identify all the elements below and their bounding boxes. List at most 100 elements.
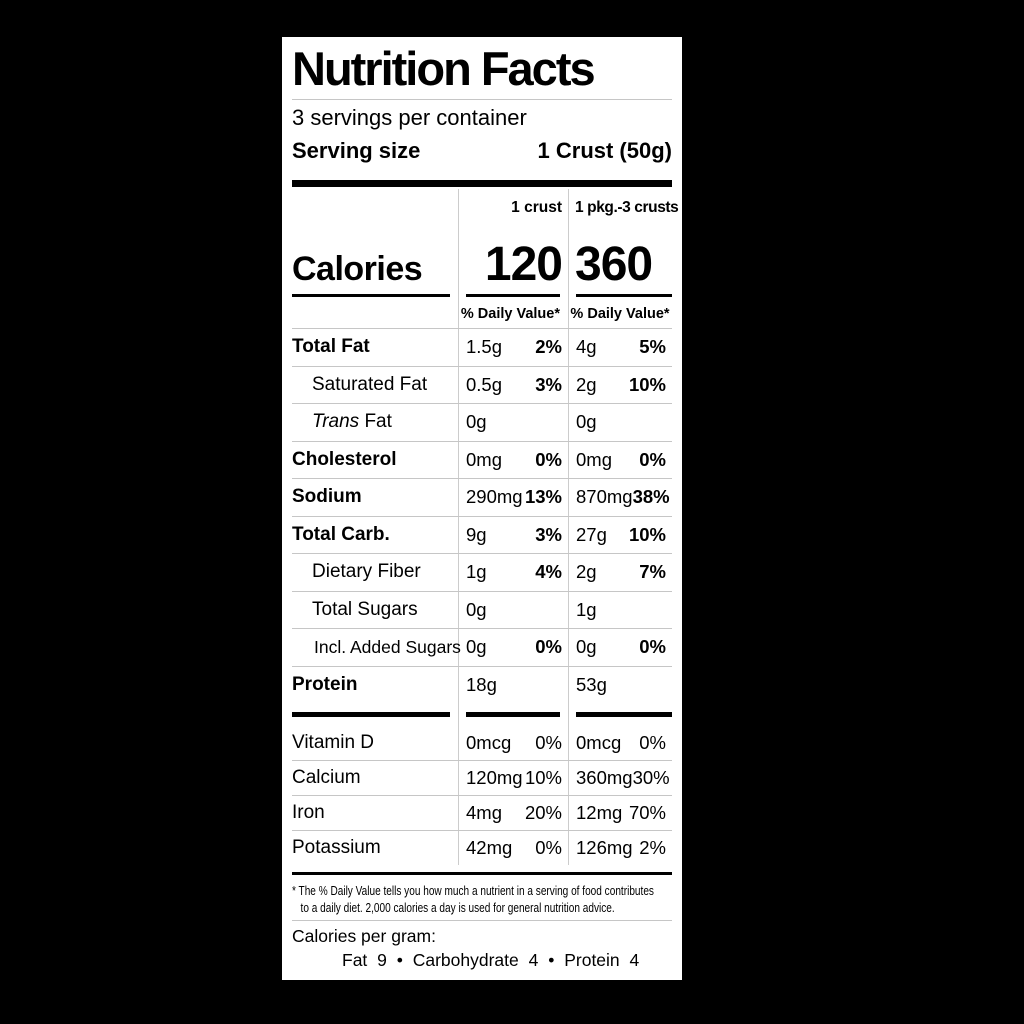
amount-per-package: 27g (576, 523, 607, 545)
daily-value-header-row: % Daily Value* % Daily Value* (292, 297, 672, 329)
dv-per-package: 2% (639, 837, 666, 858)
dv-per-crust: 13% (524, 486, 562, 508)
dv-per-package: 10% (628, 373, 666, 395)
dv-per-package: 30% (632, 767, 670, 788)
servings-per-container: 3 servings per container (292, 105, 527, 130)
footnote-divider-bar (292, 872, 672, 875)
footnote-line-1: * The % Daily Value tells you how much a… (292, 883, 654, 898)
column-header-per-crust: 1 crust (511, 199, 562, 216)
dv-per-package: 38% (632, 486, 670, 508)
label-title: Nutrition Facts (292, 41, 672, 100)
vitamin-name: Iron (292, 802, 325, 823)
dv-per-crust: 10% (524, 767, 562, 788)
daily-value-footnote: * The % Daily Value tells you how much a… (292, 882, 672, 916)
amount-per-package: 870mg (576, 486, 633, 508)
vitamin-name: Vitamin D (292, 732, 375, 753)
dv-per-crust: 2% (535, 336, 562, 358)
dv-per-package: 10% (628, 523, 666, 545)
amount-per-crust: 290mg (466, 486, 523, 508)
dv-per-package: 0% (639, 636, 666, 658)
nutrient-row-total-fat: Total Fat 1.5g 2% 4g 5% (292, 329, 672, 367)
dv-per-crust: 0% (535, 837, 562, 858)
calories-per-package: 360 (575, 238, 653, 291)
section-divider-bar (292, 180, 672, 187)
nutrient-name: Total Fat (292, 336, 370, 358)
daily-value-header-col1: % Daily Value* (460, 306, 560, 322)
amount-per-crust: 1g (466, 561, 487, 583)
nutrient-row-saturated-fat: Saturated Fat 0.5g 3% 2g 10% (292, 367, 672, 404)
amount-per-crust: 9g (466, 523, 487, 545)
nutrient-row-trans-fat: Trans Fat 0g 0g (292, 404, 672, 442)
nutrient-name: Sodium (292, 486, 362, 508)
nutrient-row-total-carb: Total Carb. 9g 3% 27g 10% (292, 517, 672, 554)
column-header-per-package: 1 pkg.-3 crusts (575, 199, 679, 216)
column-divider-2 (567, 189, 569, 865)
calories-per-gram-values: Fat 9 • Carbohydrate 4 • Protein 4 (342, 950, 640, 970)
daily-value-header-col2: % Daily Value* (570, 306, 670, 322)
nutrition-table: 1 crust 1 pkg.-3 crusts Calories 120 360… (292, 187, 679, 865)
calories-row: Calories 120 360 (292, 219, 672, 289)
nutrient-name: Trans Fat (312, 411, 392, 433)
nutrient-row-protein: Protein 18g 53g (292, 667, 672, 704)
dv-per-crust: 3% (535, 523, 562, 545)
serving-size-label: Serving size (292, 138, 421, 163)
serving-size-value: 1 Crust (50g) (537, 138, 672, 163)
amount-per-crust: 120mg (466, 767, 523, 788)
dv-per-crust: 20% (524, 802, 562, 823)
nutrient-name: Dietary Fiber (312, 561, 421, 583)
nutrient-name: Saturated Fat (312, 373, 428, 395)
amount-per-crust: 18g (466, 673, 497, 695)
amount-per-package: 126mg (576, 837, 633, 858)
amount-per-crust: 0mg (466, 448, 502, 470)
amount-per-crust: 1.5g (466, 336, 503, 358)
amount-per-package: 0mcg (576, 732, 622, 753)
nutrition-facts-label: Nutrition Facts 3 servings per container… (282, 37, 682, 980)
amount-per-crust: 0g (466, 411, 487, 433)
calories-per-gram-label: Calories per gram: (292, 926, 436, 946)
amount-per-crust: 0mcg (466, 732, 512, 753)
dv-per-crust: 0% (535, 636, 562, 658)
nutrient-name: Total Sugars (312, 598, 418, 620)
calories-underline (292, 294, 672, 297)
amount-per-package: 4g (576, 336, 597, 358)
amount-per-package: 0g (576, 636, 597, 658)
amount-per-crust: 0g (466, 598, 487, 620)
nutrient-row-total-sugars: Total Sugars 0g 1g (292, 592, 672, 629)
amount-per-package: 0mg (576, 448, 612, 470)
vitamin-row-potassium: Potassium 42mg 0% 126mg 2% (292, 831, 672, 865)
amount-per-package: 2g (576, 373, 597, 395)
dv-per-package: 0% (639, 448, 666, 470)
amount-per-package: 360mg (576, 767, 633, 788)
vitamin-row-vitamin-d: Vitamin D 0mcg 0% 0mcg 0% (292, 726, 672, 761)
vitamin-name: Potassium (292, 837, 381, 858)
calories-per-gram-divider (292, 920, 672, 921)
amount-per-package: 1g (576, 598, 597, 620)
column-divider-1 (457, 189, 459, 865)
amount-per-crust: 0.5g (466, 373, 503, 395)
amount-per-package: 0g (576, 411, 597, 433)
serving-size-row: Serving size 1 Crust (50g) (292, 134, 672, 170)
nutrient-name: Protein (292, 673, 358, 695)
nutrient-name: Cholesterol (292, 448, 397, 470)
nutrient-row-dietary-fiber: Dietary Fiber 1g 4% 2g 7% (292, 554, 672, 592)
amount-per-package: 2g (576, 561, 597, 583)
dv-per-crust: 3% (535, 373, 562, 395)
calories-per-gram: Calories per gram: Fat 9 • Carbohydrate … (292, 924, 672, 972)
vitamins-divider-bar (292, 712, 672, 717)
nutrient-name: Incl. Added Sugars (314, 636, 461, 657)
dv-per-package: 0% (639, 732, 666, 753)
vitamin-row-calcium: Calcium 120mg 10% 360mg 30% (292, 761, 672, 796)
dv-per-crust: 0% (535, 732, 562, 753)
amount-per-crust: 0g (466, 636, 487, 658)
dv-per-package: 7% (639, 561, 666, 583)
column-headers-row: 1 crust 1 pkg.-3 crusts (292, 187, 679, 219)
dv-per-crust: 4% (535, 561, 562, 583)
amount-per-package: 53g (576, 673, 607, 695)
dv-per-crust: 0% (535, 448, 562, 470)
vitamin-row-iron: Iron 4mg 20% 12mg 70% (292, 796, 672, 831)
calories-label: Calories (292, 250, 423, 288)
amount-per-crust: 42mg (466, 837, 513, 858)
nutrient-name: Total Carb. (292, 523, 390, 545)
vitamin-name: Calcium (292, 767, 361, 788)
